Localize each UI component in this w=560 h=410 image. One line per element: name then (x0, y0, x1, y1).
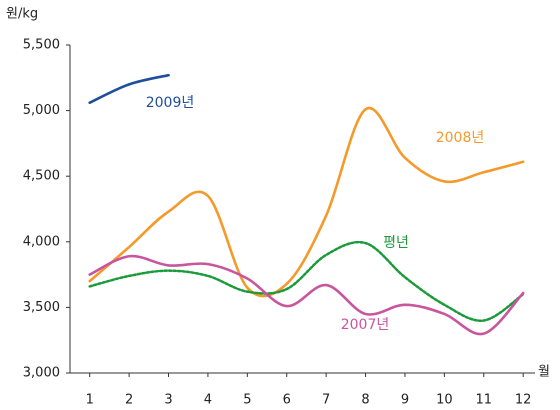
x-tick-label: 4 (204, 393, 212, 408)
series-line (88, 254, 525, 336)
x-tick-label: 3 (164, 393, 172, 408)
x-tick-label: 9 (401, 393, 409, 408)
x-tick-label: 1 (86, 393, 94, 408)
x-tick-label: 6 (283, 393, 291, 408)
series-label: 2008년 (436, 130, 485, 146)
y-tick-label: 4,500 (23, 169, 60, 184)
y-tick-label: 5,000 (23, 103, 60, 118)
series-line (88, 240, 525, 322)
x-tick-label: 8 (361, 393, 369, 408)
series-line (88, 73, 170, 105)
x-tick-label: 11 (475, 393, 492, 408)
series-label: 평년 (383, 235, 409, 251)
y-tick-label: 5,500 (23, 38, 60, 53)
x-tick-label: 7 (322, 393, 330, 408)
series-label: 2009년 (146, 95, 195, 111)
y-axis-label: 원/kg (6, 7, 38, 22)
x-tick-label: 5 (243, 393, 251, 408)
x-tick-label: 12 (515, 393, 532, 408)
x-tick-label: 10 (436, 393, 453, 408)
series-line (88, 106, 525, 298)
series-label: 2007년 (341, 317, 390, 333)
y-tick-label: 4,000 (23, 234, 60, 249)
y-tick-label: 3,500 (23, 300, 60, 315)
x-tick-label: 2 (125, 393, 133, 408)
x-axis-label: 월 (538, 365, 550, 380)
y-tick-label: 3,000 (23, 366, 60, 381)
